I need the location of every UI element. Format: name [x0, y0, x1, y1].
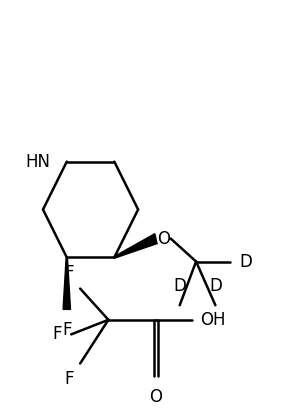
- Polygon shape: [63, 257, 70, 309]
- Text: O: O: [149, 388, 162, 406]
- Text: F: F: [62, 321, 71, 339]
- Text: HN: HN: [26, 153, 50, 171]
- Text: F: F: [53, 326, 62, 343]
- Text: D: D: [239, 253, 252, 271]
- Text: O: O: [157, 230, 170, 248]
- Polygon shape: [114, 234, 157, 258]
- Text: F: F: [65, 264, 74, 282]
- Text: OH: OH: [200, 311, 226, 329]
- Text: D: D: [173, 277, 186, 295]
- Text: F: F: [65, 370, 74, 388]
- Text: D: D: [209, 277, 222, 295]
